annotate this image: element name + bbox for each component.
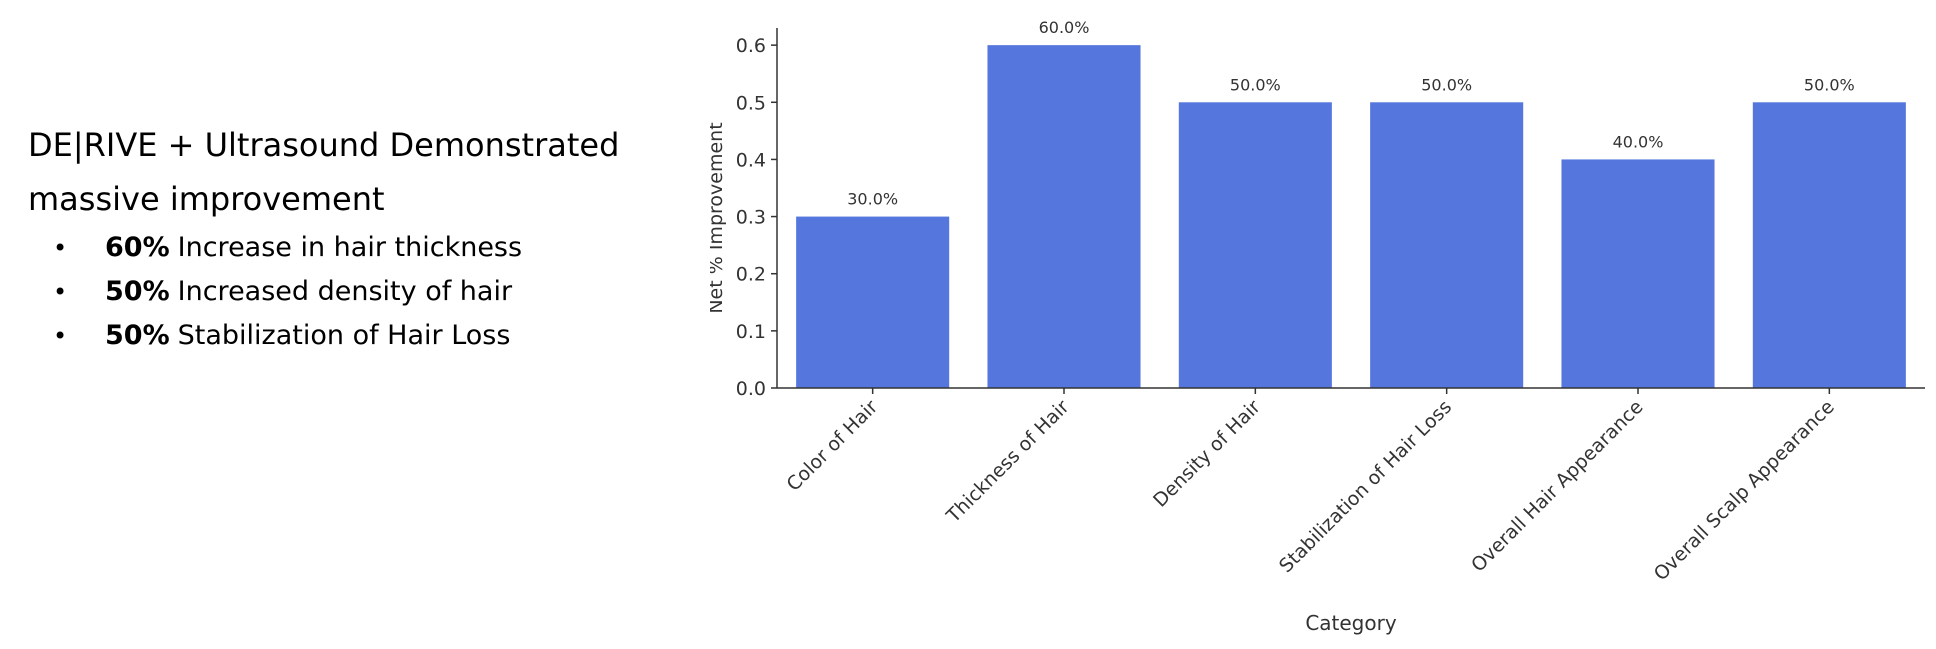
bullet-icon: •	[53, 234, 68, 262]
x-axis-title: Category	[1305, 611, 1397, 635]
bar	[1370, 102, 1524, 389]
bar	[796, 216, 950, 388]
y-tick-label: 0.1	[736, 321, 766, 343]
bullet-icon: •	[53, 322, 68, 350]
x-tick-label: Overall Scalp Appearance	[1650, 396, 1839, 585]
x-tick-label: Overall Hair Appearance	[1467, 396, 1647, 576]
bar-chart: 30.0% Color of Hair 60.0% Thickness of Hair…	[705, 0, 1936, 644]
bar	[1178, 102, 1332, 389]
data-label: 60.0%	[1039, 18, 1090, 37]
x-tick-label: Density of Hair	[1149, 396, 1265, 512]
bullet-highlight: 60%	[105, 232, 170, 263]
data-label: 30.0%	[847, 190, 898, 209]
y-tick-label: 0.4	[736, 149, 766, 171]
bullet-item: • 50% Stabilization of Hair Loss	[53, 314, 708, 358]
bullet-highlight: 50%	[105, 320, 170, 351]
y-tick-label: 0.2	[736, 264, 766, 286]
y-tick-label: 0.5	[736, 92, 766, 114]
data-label: 50.0%	[1804, 75, 1855, 94]
bullet-item: • 60% Increase in hair thickness	[53, 226, 708, 270]
bullet-item: • 50% Increased density of hair	[53, 270, 708, 314]
bullet-text: Increase in hair thickness	[177, 232, 523, 263]
y-tick-label: 0.0	[736, 378, 766, 400]
bullet-highlight: 50%	[105, 276, 170, 307]
y-tick-label: 0.3	[736, 207, 766, 229]
data-label: 40.0%	[1613, 132, 1664, 151]
bar	[1752, 102, 1906, 389]
bullet-list: • 60% Increase in hair thickness • 50% I…	[28, 226, 708, 358]
slide-text: DE|RIVE + Ultrasound Demonstrated massiv…	[28, 118, 708, 358]
bullet-text: Stabilization of Hair Loss	[177, 320, 511, 351]
slide-headline: DE|RIVE + Ultrasound Demonstrated massiv…	[28, 126, 620, 218]
bar	[1561, 159, 1715, 388]
y-axis-title: Net % Improvement	[710, 122, 727, 313]
data-label: 50.0%	[1421, 75, 1472, 94]
x-tick-label: Thickness of Hair	[942, 396, 1074, 528]
bar	[987, 45, 1141, 389]
x-tick-label: Stabilization of Hair Loss	[1275, 396, 1456, 577]
x-tick-label: Color of Hair	[782, 396, 882, 496]
y-tick-label: 0.6	[736, 35, 766, 57]
data-label: 50.0%	[1230, 75, 1281, 94]
bullet-icon: •	[53, 278, 68, 306]
bar-chart-svg: 30.0% Color of Hair 60.0% Thickness of Hair…	[705, 18, 1925, 635]
bullet-text: Increased density of hair	[177, 276, 513, 307]
